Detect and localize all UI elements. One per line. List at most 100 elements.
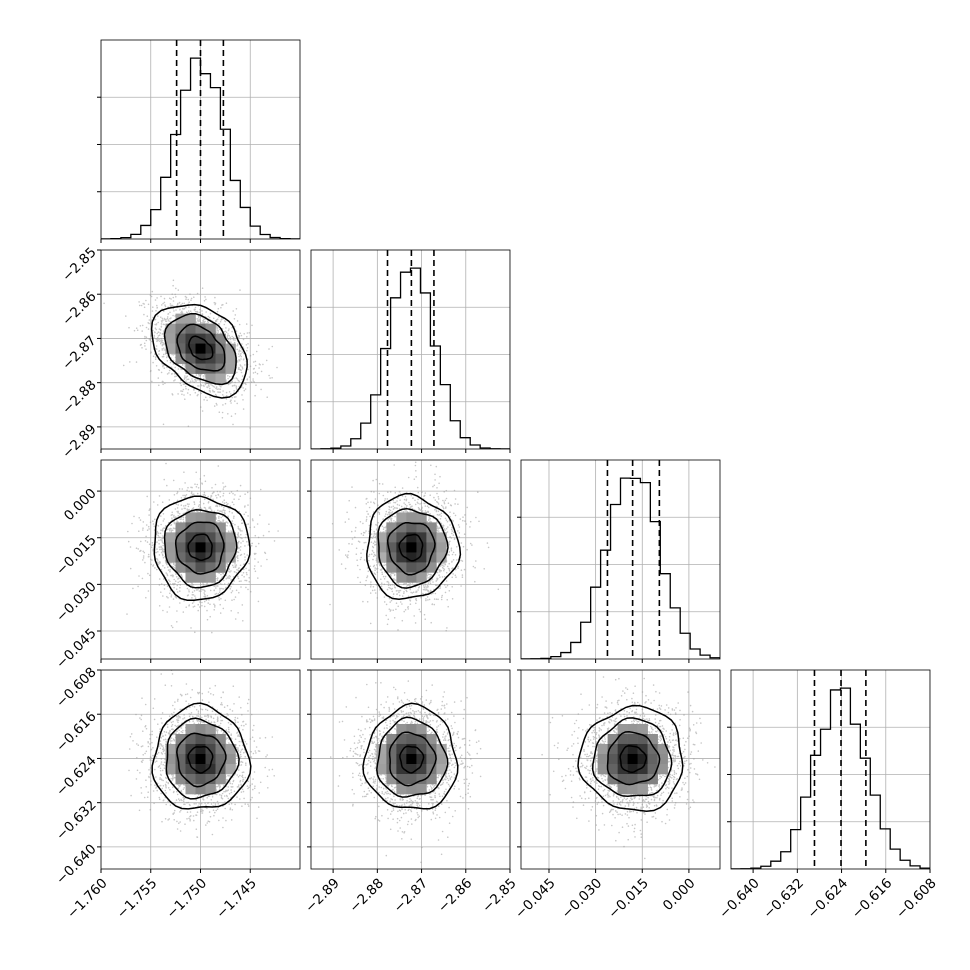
density-cell (607, 753, 618, 765)
density-cell (376, 532, 387, 543)
panel-frame (520, 459, 721, 660)
density-cell (175, 353, 186, 364)
density-cell (215, 532, 226, 543)
density-cell (215, 733, 226, 745)
density-cell (195, 773, 206, 785)
x-tick-label: −1.750 (164, 875, 211, 922)
density-cell (627, 763, 638, 775)
density-cell (195, 763, 206, 775)
density-peak (195, 343, 206, 354)
density-cell (416, 763, 427, 775)
density-cell (647, 733, 658, 745)
density-cell (205, 743, 216, 755)
density-cell (416, 773, 427, 785)
density-cell (185, 773, 196, 785)
density-cell (205, 562, 216, 573)
density-cell (396, 733, 407, 745)
scatter-panel-3-2: −0.045 −0.030 −0.015 0.000 (512, 669, 721, 922)
density-cell (215, 773, 226, 785)
density-cell (416, 753, 427, 765)
density-cell (436, 542, 447, 553)
density-cell (215, 562, 226, 573)
y-tick-label: 0.000 (61, 485, 100, 524)
density-cell (426, 522, 437, 533)
density-cell (185, 572, 196, 583)
density-cell (175, 313, 186, 324)
x-tick-label: −0.608 (893, 875, 940, 922)
density-cell (205, 763, 216, 775)
density-cell (416, 512, 427, 523)
density-cell (406, 532, 417, 543)
density-cell (175, 552, 186, 563)
density-cell (627, 723, 638, 735)
density-cell (205, 552, 216, 563)
y-tick-label: −2.88 (59, 377, 100, 418)
density-cell (426, 773, 437, 785)
density-cell (406, 552, 417, 563)
density-cell (215, 343, 226, 354)
density-cell (175, 562, 186, 573)
density-cell (386, 763, 397, 775)
density-cell (195, 733, 206, 745)
density-cell (195, 572, 206, 583)
density-cell (617, 773, 628, 785)
density-cell (406, 763, 417, 775)
density-cell (386, 522, 397, 533)
density-peak (195, 542, 206, 553)
density-cell (185, 532, 196, 543)
density-cell (637, 763, 648, 775)
density-cell (195, 323, 206, 334)
density-cell (416, 723, 427, 735)
density-cell (627, 783, 638, 795)
histogram-step (521, 477, 720, 659)
density-cell (215, 373, 226, 384)
contour-level-2 (165, 717, 240, 800)
density-peak (406, 542, 417, 553)
density-cell (386, 743, 397, 755)
density-cell (416, 552, 427, 563)
density-cell (376, 763, 387, 775)
x-tick-label: −0.616 (849, 875, 896, 922)
density-cell (637, 733, 648, 745)
x-tick-label: −0.640 (716, 875, 763, 922)
scatter-panel-3-1: −2.89 −2.88 −2.87 −2.86 −2.85 (302, 669, 520, 916)
x-tick-label: −2.89 (302, 875, 343, 916)
x-tick-label: −0.045 (512, 875, 559, 922)
x-tick-label: −1.760 (64, 875, 111, 922)
density-cell (205, 733, 216, 745)
density-cell (175, 773, 186, 785)
density-cell (195, 743, 206, 755)
density-cell (225, 542, 236, 553)
x-tick-label: −1.745 (213, 875, 260, 922)
density-cell (396, 562, 407, 573)
density-cell (406, 773, 417, 785)
density-cell (396, 783, 407, 795)
density-cell (637, 783, 648, 795)
density-cell (657, 763, 668, 775)
density-cell (175, 763, 186, 775)
density-cell (406, 783, 417, 795)
y-tick-label: −0.030 (53, 579, 100, 626)
density-cell (185, 313, 196, 324)
density-cell (416, 522, 427, 533)
histogram-panel-3: −0.640−0.632−0.624−0.616−0.608 (716, 669, 940, 922)
density-cell (396, 532, 407, 543)
density-cell (165, 333, 176, 344)
density-cell (416, 562, 427, 573)
density-cell (205, 572, 216, 583)
density-cell (396, 522, 407, 533)
contour-level-0 (187, 745, 214, 774)
density-cell (627, 733, 638, 745)
density-cell (637, 723, 648, 735)
y-tick-label: −0.015 (53, 532, 100, 579)
contour-level-0 (187, 533, 213, 561)
density-cell (637, 743, 648, 755)
density-cell (617, 753, 628, 765)
density-cell (185, 522, 196, 533)
density-cell (396, 512, 407, 523)
density-cell (376, 552, 387, 563)
density-cell (215, 333, 226, 344)
density-cell (185, 353, 196, 364)
density-cell (205, 363, 216, 374)
density-cell (436, 552, 447, 563)
